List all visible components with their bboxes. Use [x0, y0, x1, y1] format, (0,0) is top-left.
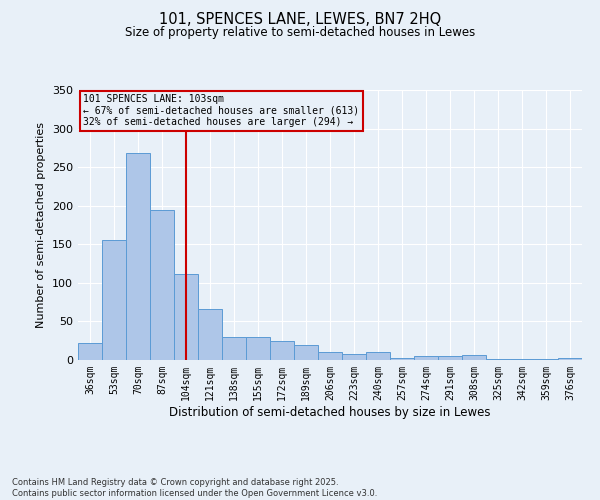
- Bar: [246, 337, 270, 360]
- Bar: [438, 356, 462, 360]
- Bar: [78, 343, 102, 360]
- Bar: [390, 358, 414, 360]
- Text: 101, SPENCES LANE, LEWES, BN7 2HQ: 101, SPENCES LANE, LEWES, BN7 2HQ: [159, 12, 441, 28]
- Bar: [462, 356, 486, 360]
- Bar: [534, 359, 558, 360]
- Bar: [486, 359, 510, 360]
- Bar: [270, 342, 294, 360]
- Bar: [222, 337, 246, 360]
- Bar: [414, 356, 438, 360]
- Bar: [150, 210, 174, 360]
- Bar: [198, 309, 222, 360]
- Bar: [318, 352, 342, 360]
- Text: Size of property relative to semi-detached houses in Lewes: Size of property relative to semi-detach…: [125, 26, 475, 39]
- Bar: [558, 358, 582, 360]
- Bar: [294, 344, 318, 360]
- X-axis label: Distribution of semi-detached houses by size in Lewes: Distribution of semi-detached houses by …: [169, 406, 491, 418]
- Y-axis label: Number of semi-detached properties: Number of semi-detached properties: [37, 122, 46, 328]
- Text: 101 SPENCES LANE: 103sqm
← 67% of semi-detached houses are smaller (613)
32% of : 101 SPENCES LANE: 103sqm ← 67% of semi-d…: [83, 94, 359, 127]
- Text: Contains HM Land Registry data © Crown copyright and database right 2025.
Contai: Contains HM Land Registry data © Crown c…: [12, 478, 377, 498]
- Bar: [126, 154, 150, 360]
- Bar: [342, 354, 366, 360]
- Bar: [174, 274, 198, 360]
- Bar: [510, 359, 534, 360]
- Bar: [366, 352, 390, 360]
- Bar: [102, 240, 126, 360]
